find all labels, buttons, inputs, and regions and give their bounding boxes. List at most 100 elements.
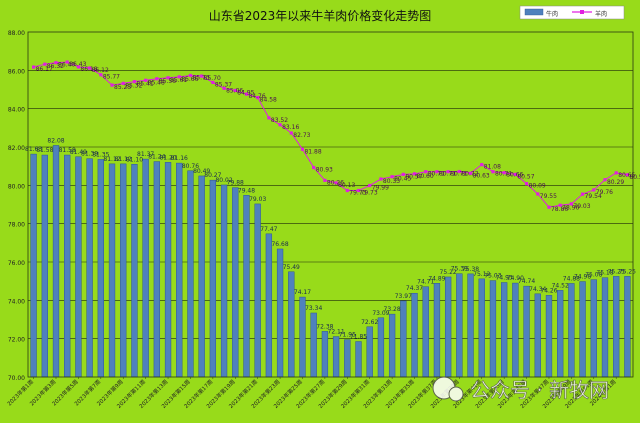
line-value-label: 80.65 — [618, 172, 635, 179]
line-value-label: 80.71 — [439, 171, 456, 178]
line-value-label: 79.73 — [361, 190, 378, 197]
bar-value-label: 74.17 — [294, 289, 311, 296]
bar — [545, 295, 553, 378]
bar — [557, 290, 564, 378]
line-value-label: 83.16 — [282, 124, 299, 131]
bar-value-label: 81.16 — [171, 155, 188, 162]
line-point — [513, 172, 517, 177]
line-value-label: 80.71 — [495, 171, 512, 178]
plot-area-frame — [27, 31, 634, 378]
bar — [489, 280, 497, 378]
line-value-label: 81.08 — [484, 164, 501, 171]
bar — [500, 282, 508, 378]
line-value-label: 84.58 — [260, 97, 277, 104]
line-value-label: 85.56 — [159, 78, 176, 85]
line-point — [76, 65, 81, 69]
bar — [187, 170, 194, 378]
line-value-label: 78.86 — [551, 206, 568, 213]
bar-value-label: 75.25 — [619, 268, 636, 275]
bar-value-label: 74.74 — [518, 278, 535, 285]
line-point — [379, 177, 383, 181]
mutton-line — [33, 61, 628, 208]
bar-value-label: 81.49 — [70, 149, 87, 156]
bar-value-label: 75.08 — [585, 272, 602, 279]
plot-area-background — [28, 32, 633, 377]
line-value-label: 80.55 — [629, 174, 640, 181]
line-point — [424, 170, 428, 174]
y-tick-label: 72.00 — [8, 337, 25, 344]
y-tick-label: 70.00 — [8, 375, 25, 382]
legend-swatch-beef — [524, 8, 544, 16]
bar-value-label: 81.37 — [137, 151, 154, 158]
bar — [108, 163, 116, 378]
bar — [41, 154, 48, 378]
bar-value-label: 75.22 — [440, 269, 457, 276]
line-point — [368, 183, 372, 188]
bar — [444, 276, 452, 378]
line-value-label: 86.40 — [58, 62, 75, 69]
bar-value-label: 81.20 — [159, 154, 176, 161]
legend: 牛肉 羊肉 — [519, 5, 625, 20]
bar — [265, 233, 273, 378]
bar-value-label: 74.98 — [574, 274, 591, 281]
line-value-label: 80.13 — [338, 182, 355, 189]
gridlines — [28, 70, 633, 339]
line-value-label: 80.66 — [506, 172, 523, 179]
line-point — [155, 77, 159, 81]
line-point — [88, 66, 92, 70]
line-value-label: 80.63 — [473, 172, 490, 179]
bar-value-label: 82.08 — [47, 137, 64, 144]
bar-value-label: 81.39 — [81, 151, 98, 158]
bar — [164, 162, 172, 378]
bar-value-label: 73.34 — [305, 305, 322, 312]
line-value-label: 79.54 — [585, 193, 602, 200]
bar — [86, 158, 93, 378]
line-point — [502, 171, 506, 175]
line-value-label: 79.76 — [596, 189, 613, 196]
bar-value-label: 75.39 — [451, 266, 468, 273]
line-point — [278, 123, 282, 127]
bar-value-label: 74.90 — [507, 275, 524, 282]
bar — [321, 331, 329, 378]
bar-value-label: 77.47 — [260, 226, 277, 233]
line-value-label: 80.71 — [428, 171, 445, 178]
bar — [613, 276, 620, 378]
bar — [332, 336, 340, 378]
bar-value-label: 75.18 — [596, 270, 613, 277]
bar — [467, 273, 474, 378]
y-tick-label: 74.00 — [8, 298, 25, 305]
bar — [209, 179, 217, 378]
bar-value-label: 81.58 — [59, 147, 76, 154]
bar-value-label: 80.27 — [204, 172, 221, 179]
line-value-label: 85.41 — [136, 81, 153, 88]
line-value-label: 80.71 — [450, 171, 467, 178]
line-point — [334, 181, 338, 185]
line-point — [401, 172, 405, 177]
legend-label-beef: 牛肉 — [546, 10, 558, 18]
y-tick-label: 82.00 — [8, 145, 25, 152]
line-value-label: 85.06 — [226, 87, 243, 94]
bar — [198, 175, 205, 378]
bar-value-label: 75.38 — [462, 266, 479, 273]
bar — [75, 156, 82, 378]
line-point — [54, 61, 58, 65]
bar — [52, 145, 60, 378]
bar — [344, 339, 351, 378]
y-tick-label: 80.00 — [8, 183, 25, 190]
line-value-label: 84.76 — [248, 93, 265, 100]
line-value-label: 80.26 — [327, 179, 344, 186]
bar — [243, 195, 250, 378]
line-point — [412, 172, 417, 176]
line-point — [99, 73, 103, 77]
line-point — [110, 83, 114, 87]
bar-value-label: 72.11 — [328, 329, 345, 336]
bar-value-label: 72.62 — [361, 319, 378, 326]
bar-value-label: 71.95 — [339, 332, 356, 339]
bar-value-label: 73.09 — [372, 310, 389, 317]
bar — [568, 283, 575, 378]
bar-series-beef — [30, 145, 631, 378]
bar — [456, 273, 463, 378]
bar-value-label: 71.85 — [350, 334, 367, 341]
bar — [232, 187, 239, 378]
